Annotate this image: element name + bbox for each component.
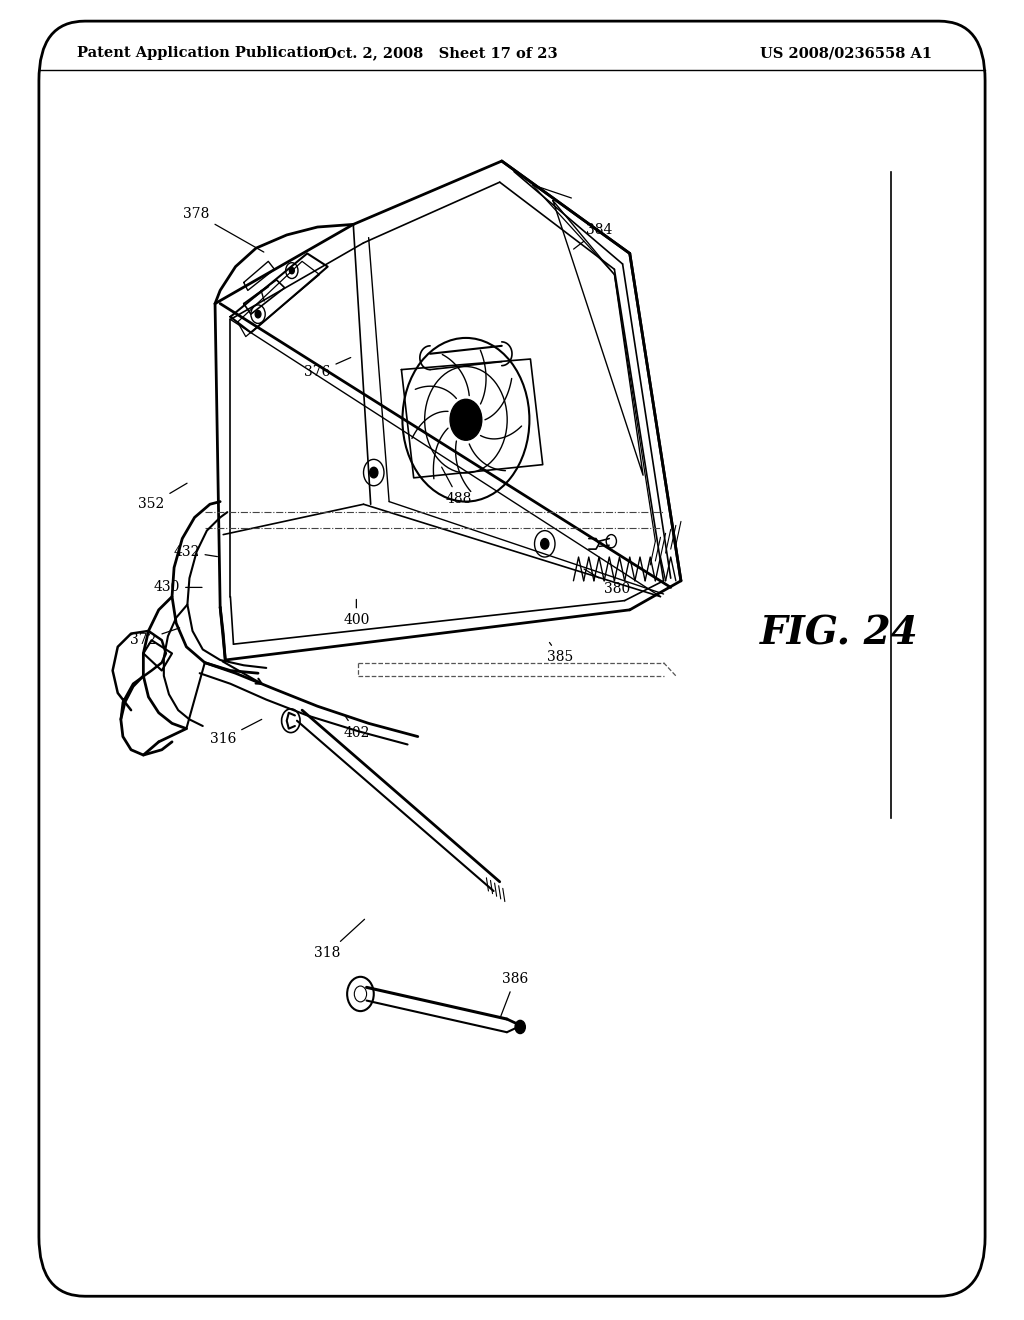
Circle shape bbox=[255, 310, 261, 318]
Text: 376: 376 bbox=[304, 358, 351, 379]
Text: 372: 372 bbox=[130, 628, 179, 647]
Text: 402: 402 bbox=[343, 715, 370, 739]
Text: 400: 400 bbox=[343, 599, 370, 627]
Text: 316: 316 bbox=[210, 719, 262, 746]
Circle shape bbox=[515, 1020, 525, 1034]
Text: Oct. 2, 2008   Sheet 17 of 23: Oct. 2, 2008 Sheet 17 of 23 bbox=[324, 46, 557, 61]
Circle shape bbox=[451, 399, 482, 440]
Text: 385: 385 bbox=[547, 643, 573, 664]
Text: 384: 384 bbox=[573, 223, 612, 249]
Text: 386: 386 bbox=[501, 973, 528, 1016]
Text: 488: 488 bbox=[441, 467, 472, 506]
Text: 318: 318 bbox=[314, 919, 365, 960]
Text: 378: 378 bbox=[183, 207, 264, 252]
Text: 432: 432 bbox=[173, 545, 217, 558]
Text: 352: 352 bbox=[138, 483, 187, 511]
FancyBboxPatch shape bbox=[39, 21, 985, 1296]
Text: US 2008/0236558 A1: US 2008/0236558 A1 bbox=[760, 46, 932, 61]
Text: 430: 430 bbox=[154, 581, 202, 594]
Circle shape bbox=[370, 467, 378, 478]
Circle shape bbox=[290, 268, 294, 273]
Text: 380: 380 bbox=[584, 569, 631, 595]
Text: Patent Application Publication: Patent Application Publication bbox=[77, 46, 329, 61]
Text: FIG. 24: FIG. 24 bbox=[761, 615, 919, 652]
Circle shape bbox=[541, 539, 549, 549]
